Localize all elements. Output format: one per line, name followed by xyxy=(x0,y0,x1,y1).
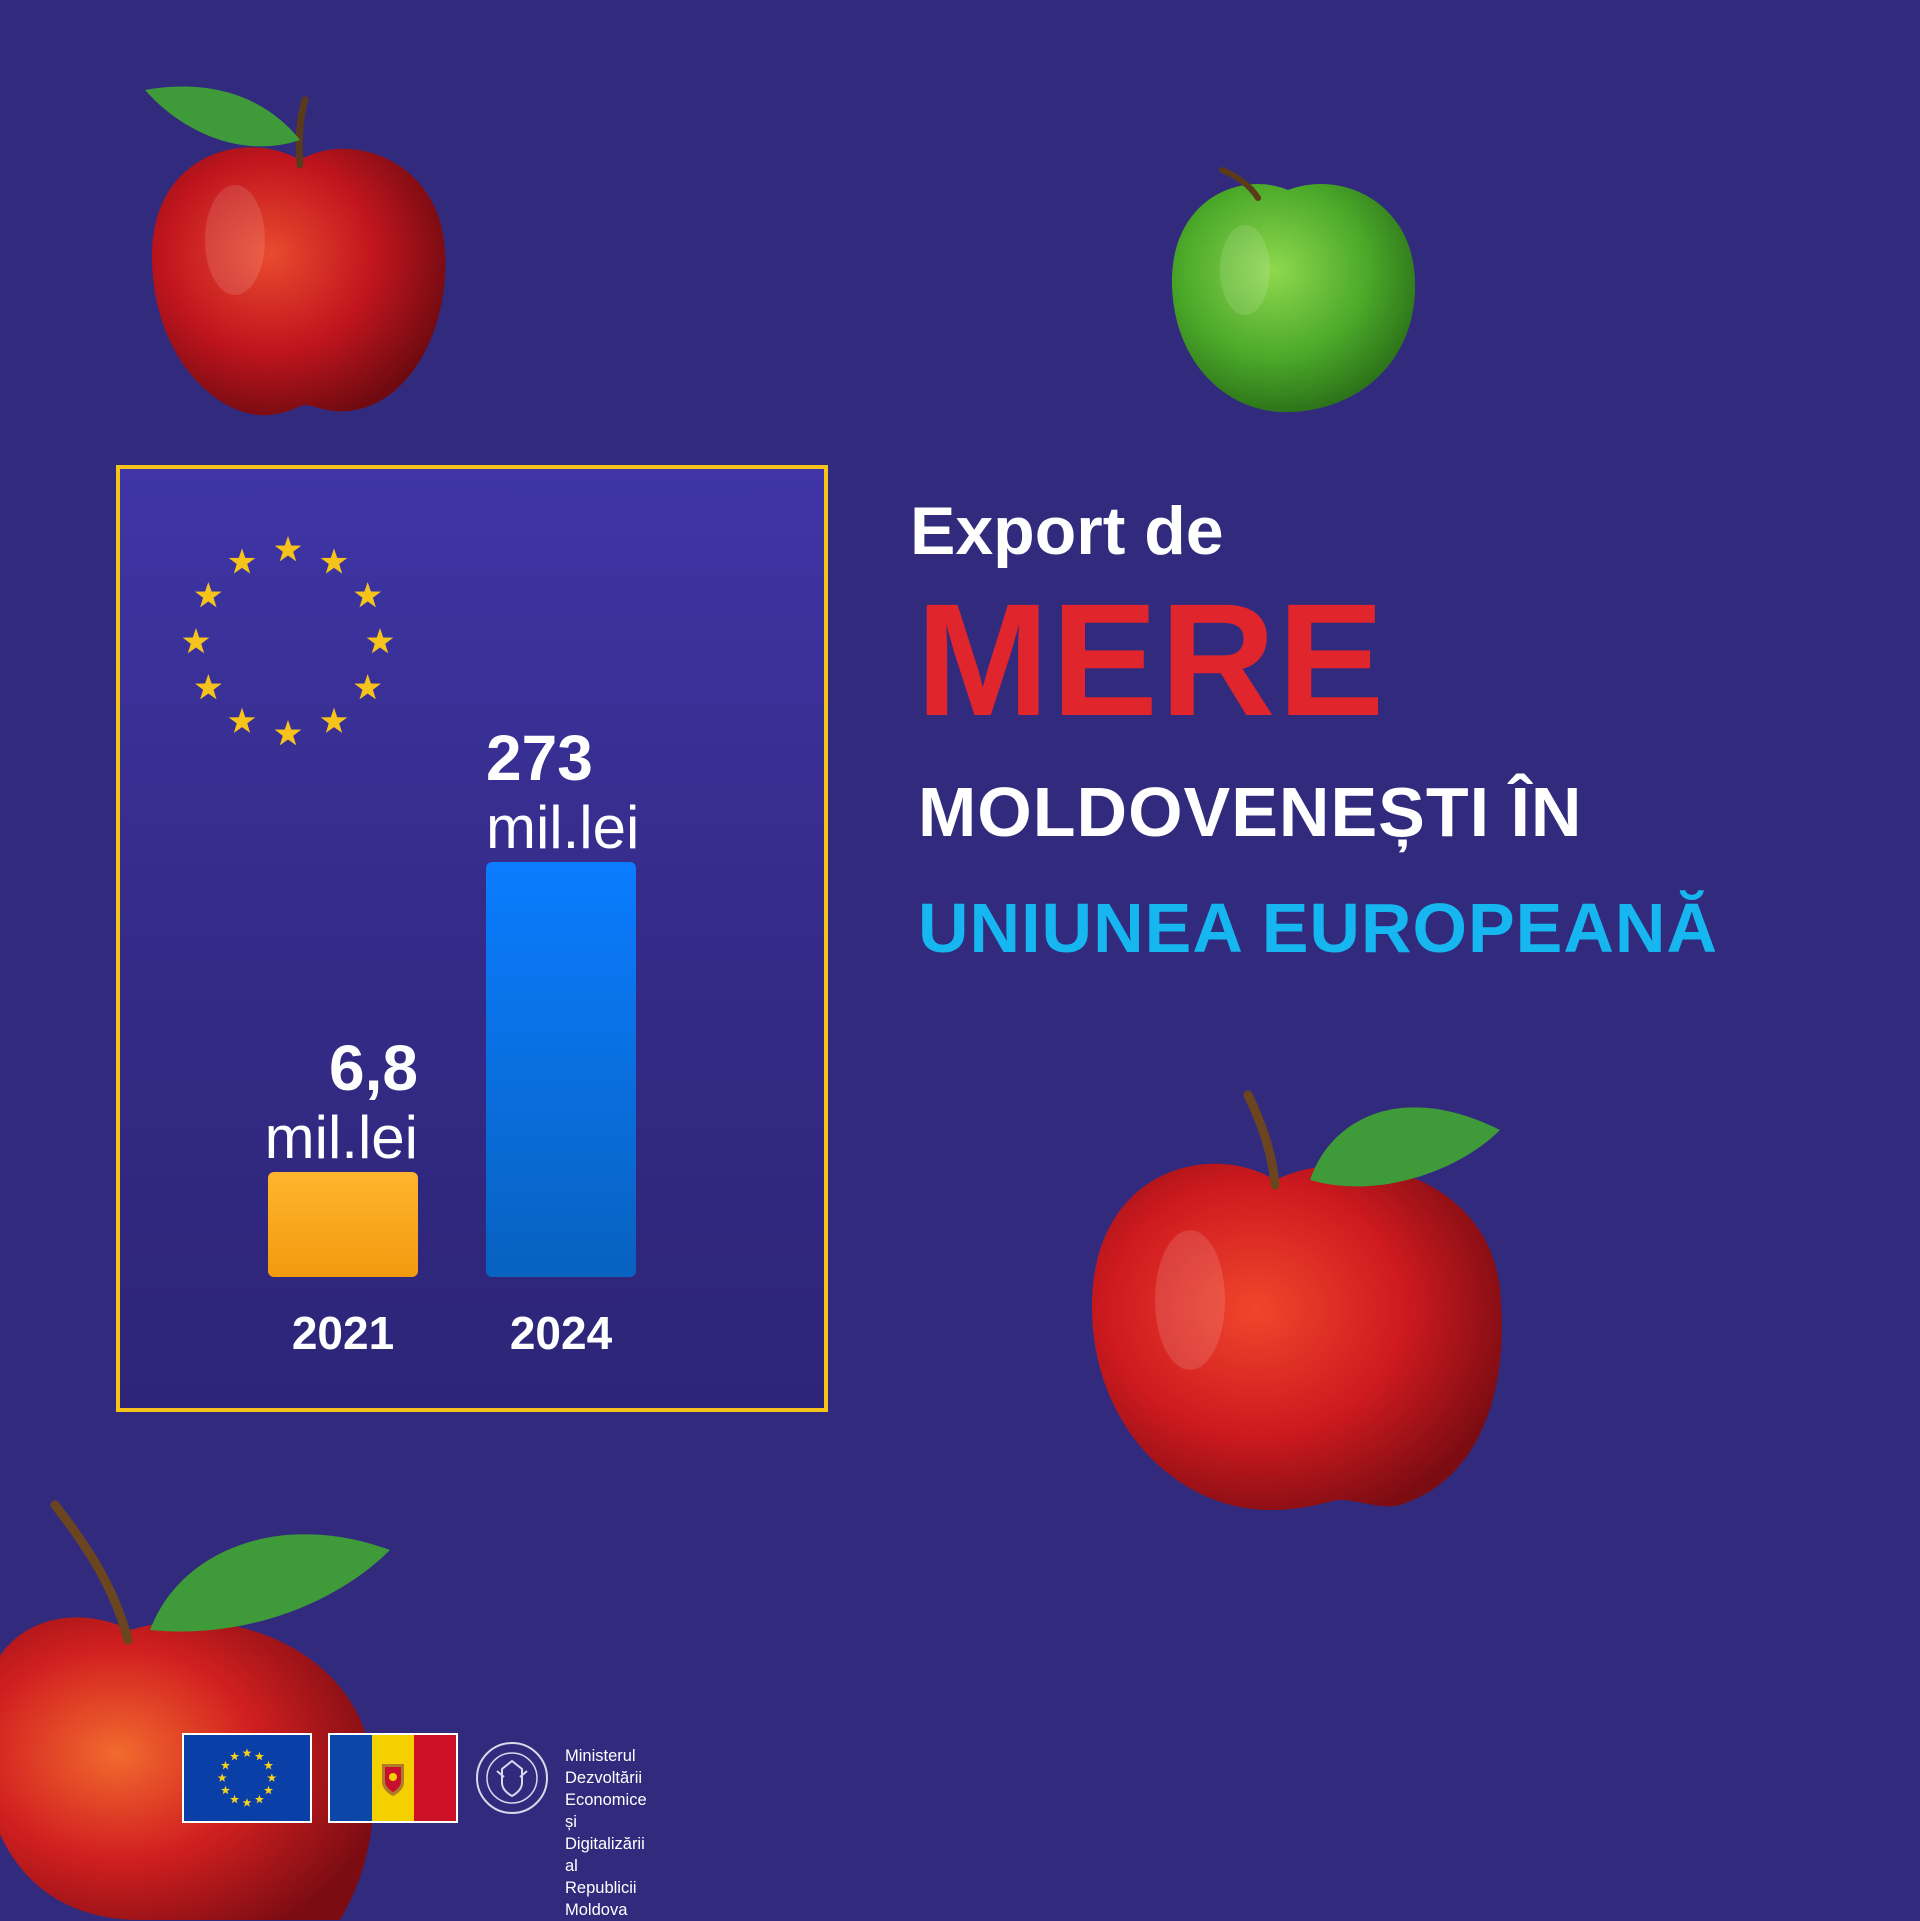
ministry-line-3: al Republicii Moldova xyxy=(565,1857,637,1919)
eu-star-icon xyxy=(228,707,256,733)
eu-star-icon xyxy=(320,707,348,733)
unit-label-2024: mil.lei xyxy=(486,794,639,861)
eu-star-icon xyxy=(274,536,302,562)
ministry-line-1: Ministerul Dezvoltării xyxy=(565,1747,643,1787)
eu-star-icon xyxy=(242,1748,252,1758)
eu-star-icon xyxy=(228,548,256,574)
ministry-line-2: Economice și Digitalizării xyxy=(565,1791,647,1853)
bar-2024 xyxy=(486,862,636,1277)
value-label-2021: 6,8 xyxy=(329,1032,418,1104)
eu-star-icon xyxy=(195,582,222,608)
value-label-2024: 273 xyxy=(486,722,593,794)
year-label-2024: 2024 xyxy=(510,1307,613,1359)
eu-star-icon xyxy=(182,628,210,654)
eu-star-icon xyxy=(242,1798,252,1807)
green-apple-icon xyxy=(1171,167,1416,413)
headline-export-de: Export de xyxy=(910,493,1224,569)
eu-star-icon xyxy=(320,548,348,574)
eu-star-icon xyxy=(254,1794,264,1804)
unit-label-2021: mil.lei xyxy=(265,1104,418,1171)
eu-star-icon xyxy=(254,1751,264,1761)
eu-stars-icon xyxy=(182,536,394,746)
eu-star-icon xyxy=(217,1773,227,1782)
eu-star-icon xyxy=(354,674,381,700)
ministry-name: Ministerul Dezvoltării Economice și Digi… xyxy=(565,1745,647,1921)
bar-2021 xyxy=(268,1172,418,1277)
eu-star-icon xyxy=(354,582,381,608)
chart-panel: 6,8 mil.lei 2021 273 mil.lei 2024 xyxy=(116,465,828,1412)
eu-star-icon xyxy=(220,1785,231,1795)
eu-star-icon xyxy=(267,1773,277,1782)
moldova-flag-icon xyxy=(328,1733,458,1823)
eu-star-icon xyxy=(230,1794,240,1804)
year-label-2021: 2021 xyxy=(292,1307,394,1359)
eu-star-icon xyxy=(220,1760,231,1770)
red-apple-top-left-icon xyxy=(145,86,446,416)
eu-star-icon xyxy=(366,628,394,654)
eu-star-icon xyxy=(230,1751,240,1761)
eu-star-icon xyxy=(263,1760,274,1770)
headline-mere: MERE xyxy=(916,570,1387,749)
eu-star-icon xyxy=(195,674,222,700)
eu-star-icon xyxy=(274,720,302,746)
headline-moldovenesti: MOLDOVENEȘTI ÎN xyxy=(918,773,1583,851)
eu-star-icon xyxy=(263,1785,274,1795)
government-seal-icon xyxy=(476,1742,548,1814)
headline-uniunea-europeana: UNIUNEA EUROPEANĂ xyxy=(918,889,1719,967)
eu-flag-icon xyxy=(182,1733,312,1823)
red-apple-bottom-left-icon xyxy=(0,1500,390,1920)
red-apple-right-icon xyxy=(1091,1090,1502,1510)
